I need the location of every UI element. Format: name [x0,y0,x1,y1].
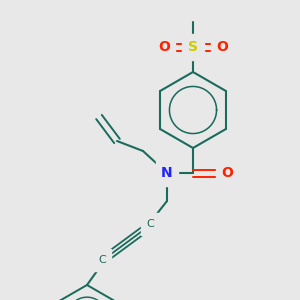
Text: O: O [158,40,170,54]
Text: C: C [98,255,106,265]
Text: S: S [188,40,198,54]
Text: O: O [221,166,233,180]
Text: O: O [216,40,228,54]
Text: N: N [161,166,173,180]
Text: C: C [146,219,154,229]
